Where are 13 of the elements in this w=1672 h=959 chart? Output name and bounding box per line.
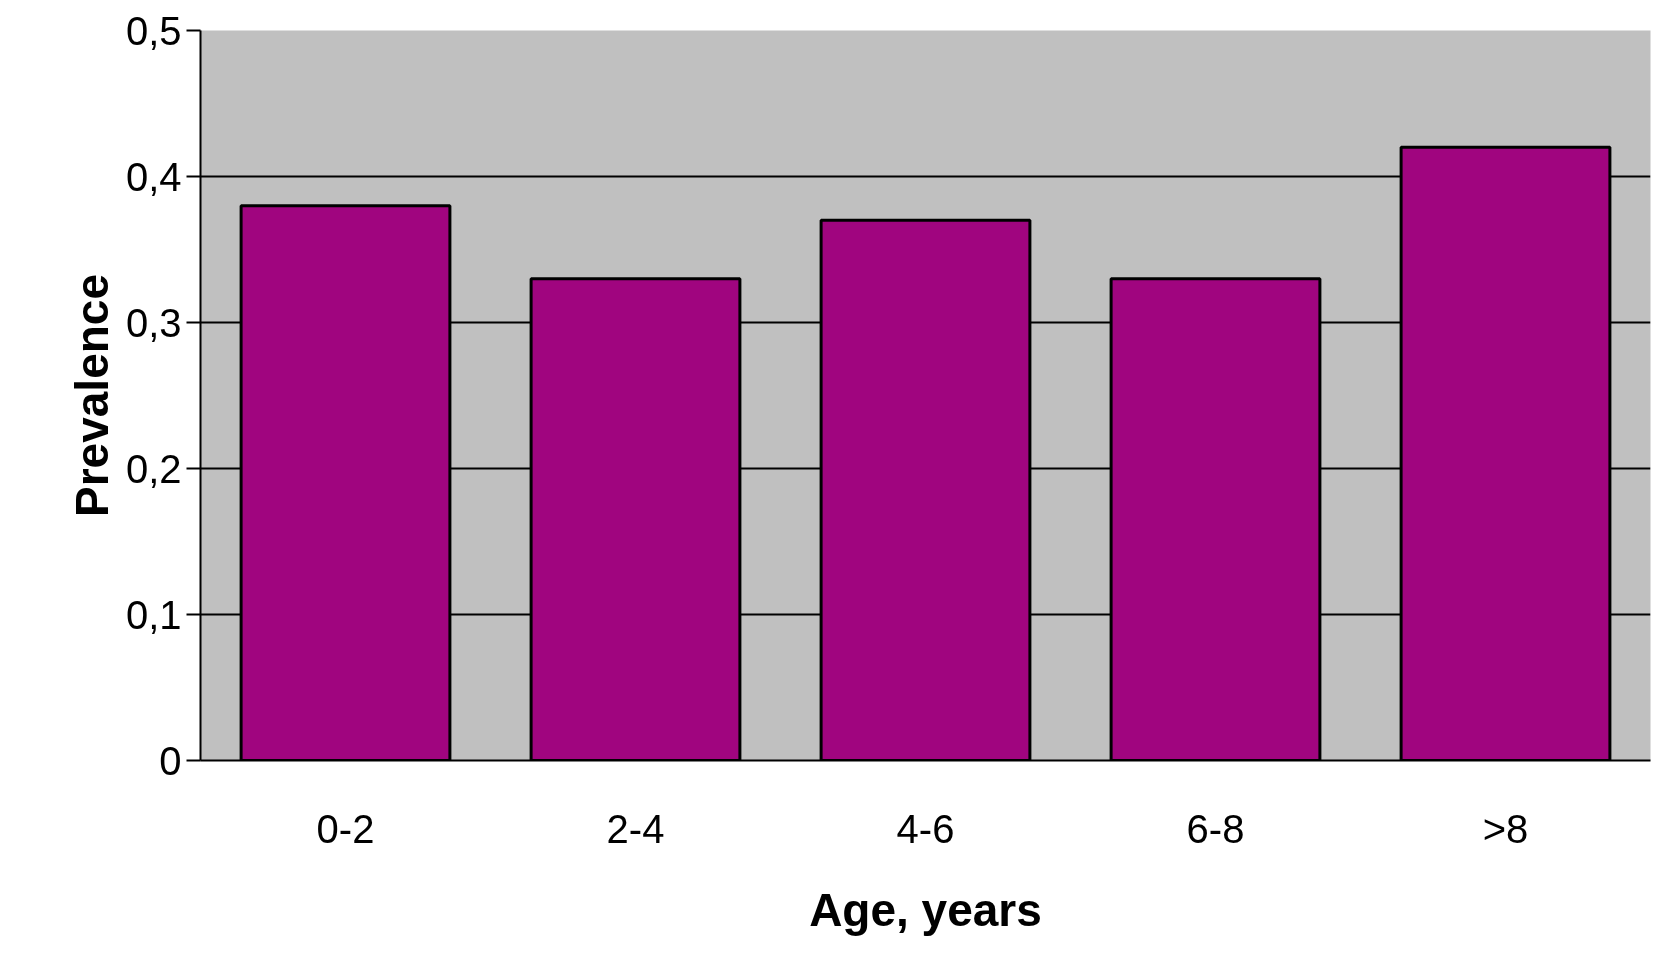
y-tick-label: 0 [159, 738, 182, 783]
x-tick-label: 2-4 [606, 806, 665, 851]
x-tick-label: 6-8 [1186, 806, 1245, 851]
y-tick-label: 0,3 [125, 300, 182, 345]
y-axis-title: Prevalence [65, 274, 118, 517]
x-tick-label: 0-2 [316, 806, 375, 851]
x-axis-title: Age, years [809, 883, 1042, 936]
x-tick-label: 4-6 [896, 806, 955, 851]
y-tick-label: 0,2 [125, 446, 182, 491]
x-tick-label: >8 [1482, 806, 1529, 851]
y-tick-label: 0,1 [125, 592, 182, 637]
y-tick-label: 0,5 [125, 8, 182, 53]
y-tick-label: 0,4 [125, 154, 182, 199]
